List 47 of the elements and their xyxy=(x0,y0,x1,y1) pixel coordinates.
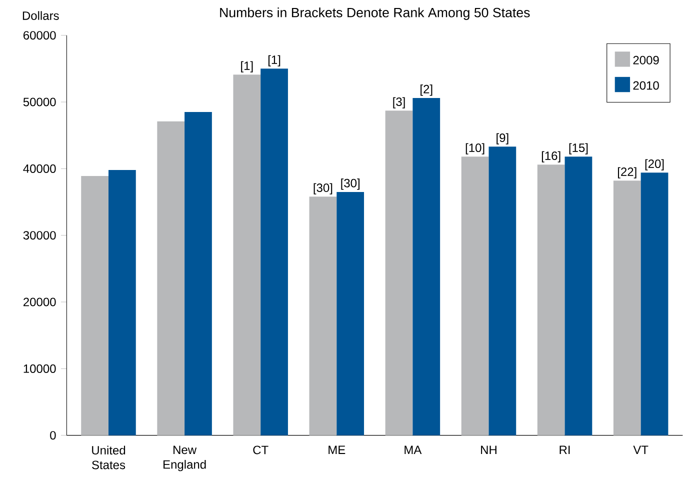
bar xyxy=(385,110,413,436)
bar xyxy=(81,176,108,436)
chart-subtitle: Numbers in Brackets Denote Rank Among 50 States xyxy=(220,8,530,20)
bar xyxy=(613,180,641,436)
annotation: [1] xyxy=(268,55,280,66)
annotation: [9] xyxy=(496,133,508,144)
y-axis-title: Dollars xyxy=(22,11,59,20)
bar xyxy=(108,170,136,436)
y-tick-label: 40000 xyxy=(23,164,56,173)
legend-label: 2009 xyxy=(633,56,659,64)
annotation: [15] xyxy=(569,143,588,154)
x-tick-label: NH xyxy=(481,446,496,454)
y-tick-label: 0 xyxy=(50,431,56,440)
annotation: [10] xyxy=(466,143,484,154)
bar xyxy=(537,164,565,436)
bar xyxy=(461,156,489,436)
y-tick-label: 50000 xyxy=(23,98,56,106)
bar xyxy=(640,172,668,436)
x-tick-label: VT xyxy=(633,446,648,454)
bar xyxy=(157,121,185,436)
y-tick-label: 20000 xyxy=(24,298,56,306)
bar xyxy=(233,74,261,436)
y-tick-label: 30000 xyxy=(23,231,56,240)
annotation: [20] xyxy=(645,159,664,170)
bar xyxy=(488,146,516,436)
annotation: [3] xyxy=(393,97,405,108)
bar xyxy=(336,192,364,436)
x-tick-label: New England xyxy=(164,446,206,472)
annotation: [16] xyxy=(542,151,560,162)
x-tick-label: CT xyxy=(253,446,268,454)
bar xyxy=(309,196,337,436)
x-tick-label: United States xyxy=(92,446,126,470)
y-tick-label: 10000 xyxy=(24,364,56,373)
annotation: [30] xyxy=(314,183,332,194)
x-tick-label: RI xyxy=(560,446,570,454)
annotation: [1] xyxy=(241,61,253,72)
annotation: [22] xyxy=(618,167,636,178)
bar xyxy=(412,98,440,436)
bar xyxy=(564,156,592,436)
legend-label: 2010 xyxy=(633,81,659,90)
bar xyxy=(260,68,288,436)
annotation: [30] xyxy=(341,178,360,190)
x-tick-label: ME xyxy=(328,446,346,454)
annotation: [2] xyxy=(420,84,432,96)
bar xyxy=(184,112,212,436)
y-tick-label: 60000 xyxy=(24,31,56,40)
x-tick-label: MA xyxy=(404,446,422,454)
